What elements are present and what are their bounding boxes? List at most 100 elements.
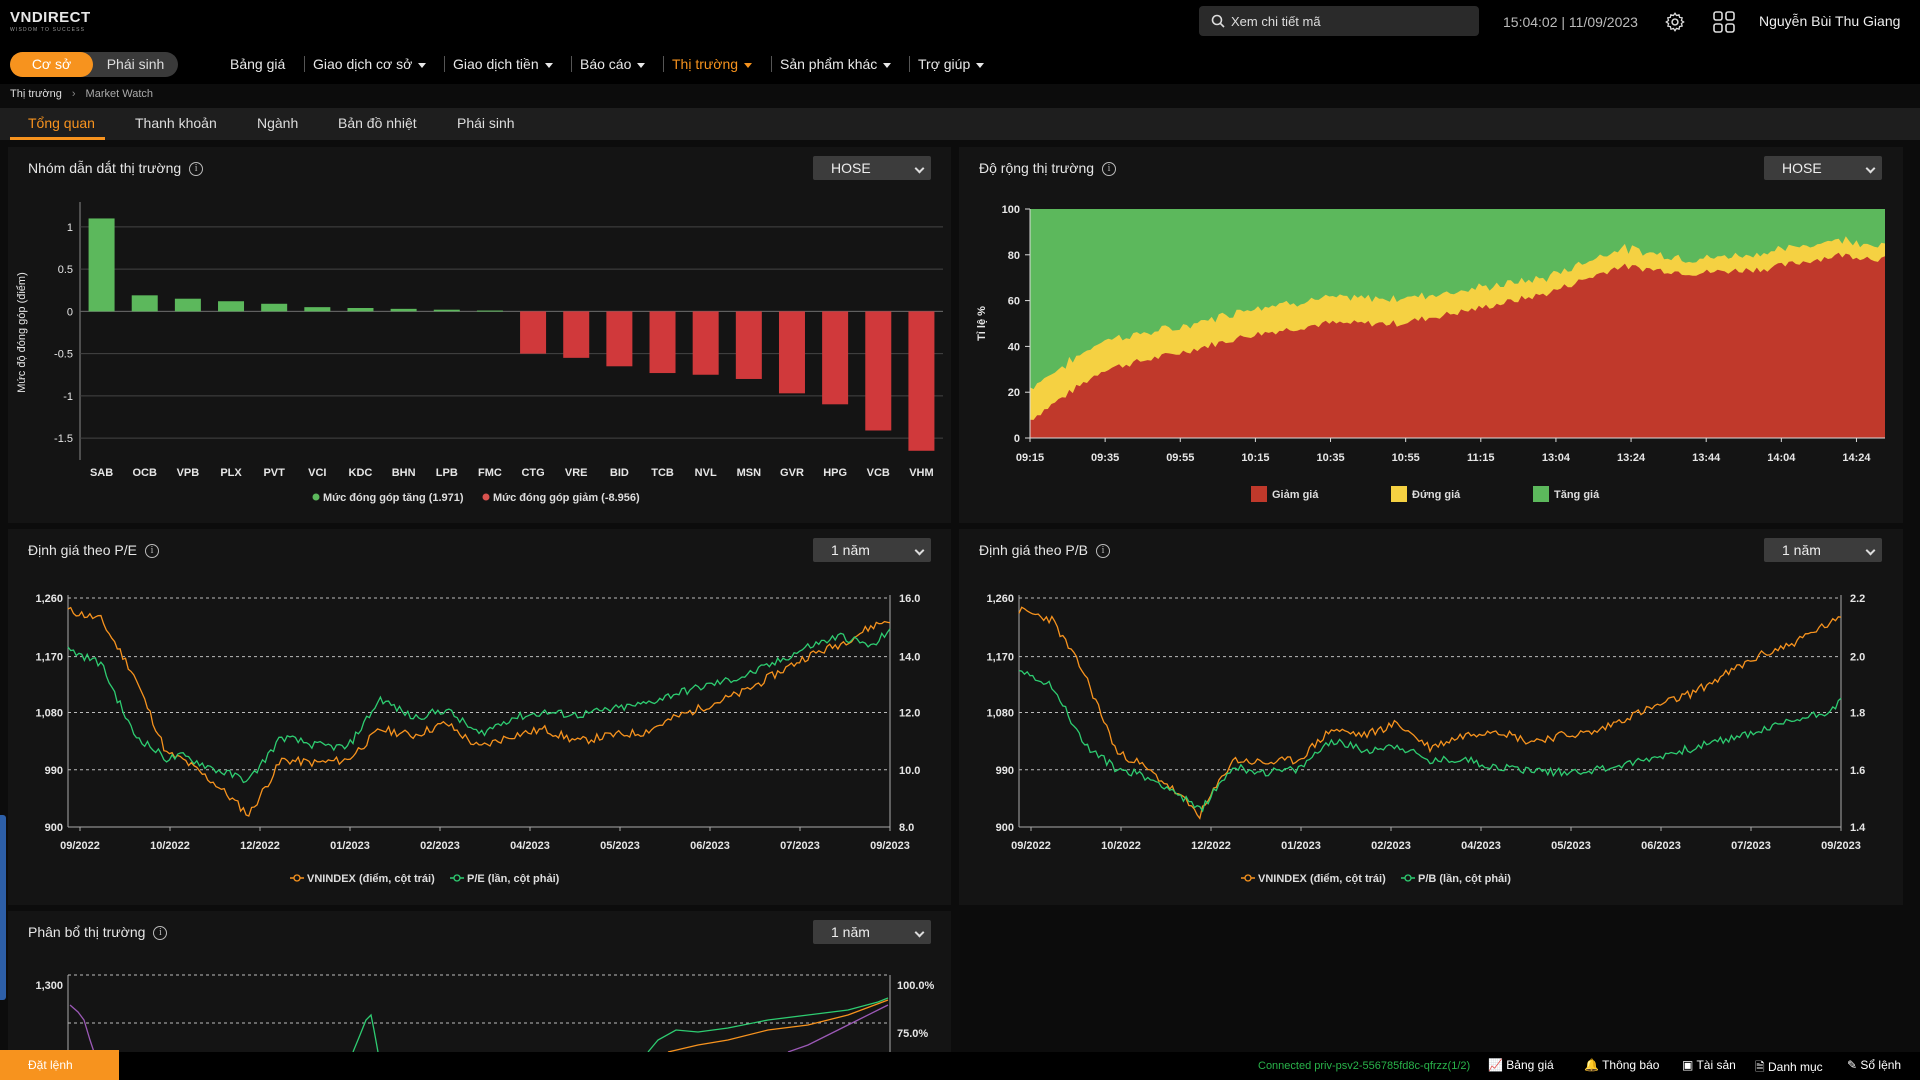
series-line-1: [1018, 669, 1842, 813]
tab-phai-sinh[interactable]: Phái sinh: [457, 115, 515, 131]
nav-separator: [909, 56, 910, 72]
x-tick-label: 05/2023: [600, 840, 640, 852]
x-tick-label: 06/2023: [690, 840, 730, 852]
x-tick-label: 09/2023: [1821, 840, 1861, 852]
x-tick-label: 14:04: [1767, 452, 1796, 464]
nav-item-0[interactable]: Bảng giá: [230, 56, 286, 72]
caret-down-icon: [744, 62, 753, 68]
nav-item-1[interactable]: Giao dịch cơ sở: [313, 56, 427, 72]
pe-line-chart: 1,260 16.0 1,170 14.0 1,080 12.0 990 10.0 900 8.0…: [35, 593, 920, 885]
pb-line-chart: 1,260 2.2 1,170 2.0 1,080 1.8 990 1.6 900 1.4 09/2…: [986, 593, 1866, 885]
x-tick-label: 10:15: [1241, 452, 1269, 464]
y-right-tick-label: 2.2: [1850, 593, 1865, 605]
y-tick-label: 0: [67, 306, 73, 318]
bar-CTG: [520, 311, 547, 354]
y-right-tick-label: 100.0%: [897, 980, 935, 992]
panel-pe-title: Định giá theo P/E i: [28, 542, 159, 559]
x-tick-label: HPG: [823, 467, 847, 479]
x-tick-label: OCB: [132, 467, 157, 479]
x-tick-label: 09:15: [1016, 452, 1044, 464]
leaders-bar-chart: 1 0.5 0 -0.5 -1 -1.5 Mức độ đóng góp (điểm) SAB…: [16, 202, 943, 504]
info-icon[interactable]: i: [1102, 162, 1117, 177]
x-tick-label: PLX: [220, 467, 242, 479]
tab-thanh-khoan[interactable]: Thanh khoản: [135, 115, 217, 131]
tab-ban-do-nhiet[interactable]: Bản đồ nhiệt: [338, 115, 417, 131]
legend-down-label: Mức đóng góp giảm (-8.956): [493, 492, 640, 504]
x-tick-label: MSN: [737, 467, 762, 479]
bar-PLX: [218, 301, 245, 312]
y-tick-label: -0.5: [54, 349, 73, 361]
x-tick-label: 01/2023: [330, 840, 370, 852]
vndirect-logo[interactable]: VNDIRECT WISDOM TO SUCCESS: [10, 9, 91, 33]
connection-status: Connected priv-psv2-556785fd8c-qfrzz(1/2…: [1258, 1060, 1471, 1072]
footer-link-so-lenh[interactable]: ✎ Sổ lệnh: [1847, 1058, 1902, 1072]
nav-item-6[interactable]: Trợ giúp: [918, 56, 985, 72]
gear-icon[interactable]: [1664, 11, 1686, 33]
toggle-co-so[interactable]: Cơ sở: [10, 52, 93, 77]
tab-nganh[interactable]: Ngành: [257, 115, 299, 131]
x-tick-label: CTG: [521, 467, 544, 479]
nav-item-4[interactable]: Thị trường: [672, 56, 753, 72]
y-left-tick-label: 990: [996, 765, 1014, 777]
chevron-down-icon: [914, 163, 925, 174]
info-icon[interactable]: i: [153, 926, 168, 941]
x-tick-label: VCI: [308, 467, 326, 479]
y-left-tick-label: 1,300: [35, 980, 63, 992]
tab-bar: [0, 108, 1920, 140]
x-tick-label: NVL: [695, 467, 717, 479]
y-tick-label: 0: [1014, 433, 1020, 445]
footer-link-danh-muc[interactable]: 🗎 Danh mục: [1755, 1060, 1823, 1074]
info-icon[interactable]: i: [189, 162, 204, 177]
x-tick-label: FMC: [478, 467, 502, 479]
y-tick-label: 60: [1008, 296, 1020, 308]
alloc-series-green-2: [647, 997, 889, 1052]
apps-grid-icon[interactable]: [1713, 11, 1735, 33]
footer-link-bang-gia[interactable]: 📈 Bảng giá: [1488, 1058, 1554, 1072]
y-left-tick-label: 1,170: [35, 652, 63, 664]
panel-pb: [959, 529, 1903, 905]
y-tick-label: 100: [1002, 204, 1020, 216]
order-button[interactable]: Đặt lệnh: [0, 1050, 119, 1080]
nav-item-5[interactable]: Sản phẩm khác: [780, 56, 892, 72]
y-right-tick-label: 75.0%: [897, 1028, 928, 1040]
y-left-tick-label: 1,170: [986, 652, 1014, 664]
search-icon: [1211, 14, 1225, 28]
allocation-period-select[interactable]: 1 năm: [813, 920, 931, 944]
breadcrumb-current: Market Watch: [85, 88, 153, 100]
nav-item-2[interactable]: Giao dịch tiền: [453, 56, 553, 72]
x-tick-label: 11:15: [1467, 452, 1495, 464]
top-bar: [0, 0, 1920, 44]
user-name[interactable]: Nguyễn Bùi Thu Giang: [1759, 13, 1901, 29]
bar-BHN: [390, 308, 417, 312]
toggle-phai-sinh[interactable]: Phái sinh: [106, 56, 165, 72]
bar-VCI: [304, 307, 331, 312]
info-icon[interactable]: i: [144, 544, 159, 559]
caret-down-icon: [637, 62, 646, 68]
legend-marker: [293, 874, 301, 882]
breadcrumb-parent[interactable]: Thị trường: [10, 88, 62, 100]
chevron-down-icon: [1865, 163, 1876, 174]
breadth-exchange-select[interactable]: HOSE: [1764, 156, 1882, 180]
x-tick-label: 12/2022: [1191, 840, 1231, 852]
bar-HPG: [822, 311, 849, 405]
pb-period-select[interactable]: 1 năm: [1764, 538, 1882, 562]
x-tick-label: BHN: [392, 467, 416, 479]
bar-GVR: [778, 311, 805, 394]
bar-NVL: [692, 311, 719, 375]
chevron-down-icon: [914, 927, 925, 938]
side-drawer-handle[interactable]: [0, 815, 6, 1000]
leaders-exchange-select[interactable]: HOSE: [813, 156, 931, 180]
bar-VCB: [865, 311, 892, 431]
info-icon[interactable]: i: [1095, 544, 1110, 559]
search-input[interactable]: Xem chi tiết mã: [1199, 6, 1479, 36]
pe-period-select[interactable]: 1 năm: [813, 538, 931, 562]
x-tick-label: PVT: [263, 467, 285, 479]
nav-separator: [663, 56, 664, 72]
nav-item-3[interactable]: Báo cáo: [580, 56, 646, 72]
tab-tong-quan[interactable]: Tổng quan: [28, 115, 95, 131]
series-line-0: [67, 606, 891, 817]
footer-link-thong-bao[interactable]: 🔔 Thông báo: [1584, 1058, 1660, 1072]
x-tick-label: BID: [610, 467, 629, 479]
x-tick-label: 05/2023: [1551, 840, 1591, 852]
footer-link-tai-san[interactable]: ▣ Tài sản: [1682, 1058, 1736, 1072]
